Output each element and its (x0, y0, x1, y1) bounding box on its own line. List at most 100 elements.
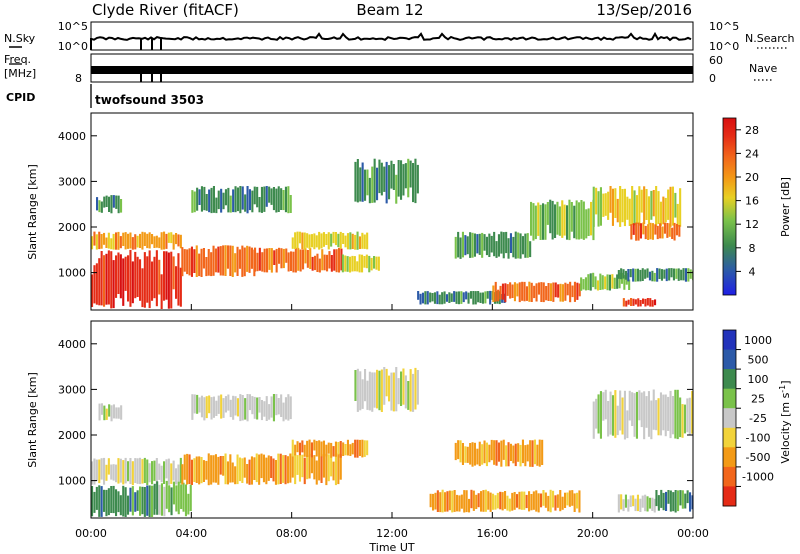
range-cell (165, 233, 168, 249)
scatter-band (617, 268, 693, 282)
range-cell (359, 167, 362, 202)
range-cell (333, 249, 336, 271)
range-cell (537, 202, 540, 236)
range-cell (287, 252, 290, 272)
range-cell (222, 245, 225, 276)
range-cell (469, 291, 472, 299)
range-cell (441, 489, 444, 513)
range-cell (675, 223, 678, 236)
nsky-top-tick: 10^5 (58, 20, 88, 33)
range-cell (122, 460, 125, 485)
range-cell (268, 186, 271, 203)
range-cell (368, 177, 371, 204)
range-cell (272, 458, 275, 482)
nsearch-label: N.Search (745, 32, 795, 45)
scatter-band (429, 489, 581, 513)
range-cell (258, 247, 261, 271)
range-cell (202, 248, 205, 269)
range-cell (652, 389, 655, 430)
range-cell (172, 256, 175, 290)
range-cell (342, 233, 345, 244)
range-cell (167, 232, 170, 243)
colorbar-block (723, 486, 736, 507)
range-cell (482, 490, 485, 512)
scatter-band (291, 439, 369, 458)
range-cell (681, 490, 684, 509)
range-cell (676, 203, 679, 227)
range-cell (361, 162, 364, 202)
power-colorbar-ticks: 4 8 12 16 20 24 28 (736, 124, 759, 278)
range-cell (473, 233, 476, 257)
range-cell (536, 444, 539, 466)
range-cell (678, 225, 681, 237)
range-cell (542, 203, 545, 240)
x-tick-label: 12:00 (376, 527, 408, 540)
range-cell (506, 495, 509, 511)
range-cell (597, 394, 600, 434)
range-cell (644, 298, 647, 307)
range-cell (667, 189, 670, 220)
range-cell (198, 456, 201, 485)
range-cell (170, 251, 173, 309)
range-cell (475, 494, 478, 509)
range-cell (349, 256, 352, 273)
range-cell (648, 497, 651, 509)
range-cell (188, 454, 191, 484)
range-cell (256, 186, 259, 208)
range-cell (315, 235, 318, 248)
range-cell (108, 404, 111, 417)
range-cell (659, 392, 662, 436)
range-cell (163, 486, 166, 517)
range-cell (205, 257, 208, 277)
range-cell (219, 246, 222, 276)
range-cell (644, 269, 647, 279)
range-cell (263, 248, 266, 273)
range-cell (212, 186, 215, 213)
range-cell (582, 201, 585, 240)
range-cell (229, 195, 232, 213)
beam-title: Beam 12 (356, 1, 423, 19)
range-cell (270, 396, 273, 418)
range-cell (604, 193, 607, 216)
range-cell (517, 232, 520, 259)
range-cell (100, 403, 103, 415)
scatter-band (592, 186, 682, 227)
range-cell (554, 204, 557, 238)
range-cell (366, 440, 369, 456)
range-cell (490, 439, 493, 461)
range-cell (200, 248, 203, 277)
range-cell (299, 249, 302, 272)
scatter-band (354, 367, 419, 412)
range-cell (627, 299, 630, 305)
range-cell (371, 166, 374, 203)
y-tick-label: 4000 (58, 130, 86, 143)
range-cell (270, 188, 273, 205)
range-cell (655, 186, 658, 227)
range-cell (654, 224, 657, 235)
range-cell (473, 442, 476, 466)
range-cell (309, 248, 312, 269)
range-cell (224, 245, 227, 276)
range-cell (129, 458, 132, 484)
range-cell (177, 234, 180, 247)
colorbar-block (723, 427, 736, 448)
date-title: 13/Sep/2016 (596, 1, 692, 19)
range-cell (578, 283, 581, 297)
range-cell (465, 490, 468, 513)
range-cell (373, 256, 376, 269)
range-cell (117, 231, 120, 250)
range-cell (98, 258, 101, 306)
range-cell (429, 292, 432, 303)
range-cell (205, 194, 208, 211)
range-cell (594, 276, 597, 290)
range-cell (287, 186, 290, 214)
range-cell (117, 195, 120, 214)
range-cell (246, 394, 249, 422)
range-cell (103, 196, 106, 208)
range-cell (458, 495, 461, 512)
range-cell (220, 188, 223, 213)
range-cell (628, 198, 631, 226)
range-cell (686, 398, 689, 433)
range-cell (210, 455, 213, 485)
range-cell (217, 456, 220, 485)
